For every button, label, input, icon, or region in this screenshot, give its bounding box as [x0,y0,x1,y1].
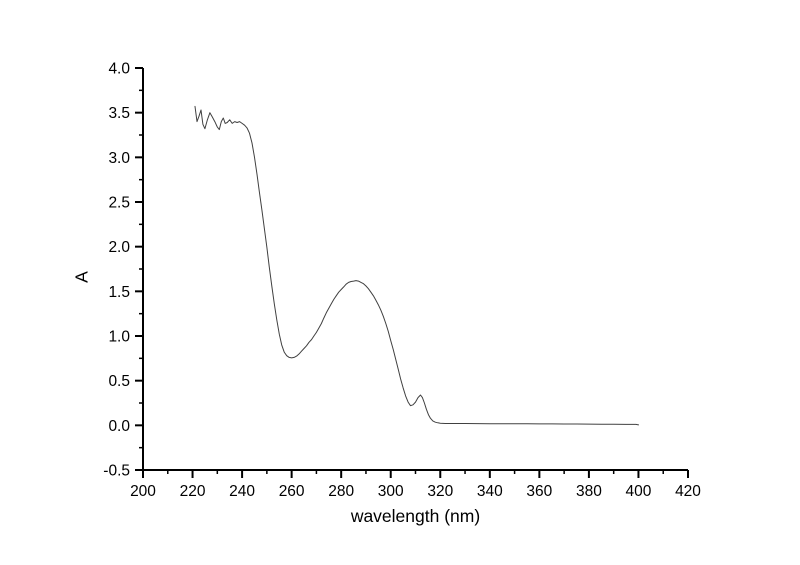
tick-labels: 200 220 240 260 280 300 320 340 360 380 400 420 -0.5… [103,61,701,501]
x-axis-title: wavelength (nm) [350,506,481,526]
y-tick-label: 3.5 [108,105,130,122]
x-tick-label: 340 [477,483,503,500]
x-tick-label: 260 [279,483,305,500]
x-tick-label: 400 [626,483,652,500]
x-tick-label: 360 [526,483,552,500]
x-tick-label: 280 [328,483,354,500]
y-tick-label: 1.5 [108,284,130,301]
y-tick-label: 2.0 [108,239,130,256]
y-axis-title: A [71,271,92,283]
y-tick-label: 0.5 [108,373,130,390]
y-tick-label: 3.0 [108,150,130,167]
x-tick-label: 420 [675,483,701,500]
spectrum-line [194,105,639,426]
x-tick-label: 320 [427,483,453,500]
y-tick-label: 4.0 [108,61,130,78]
x-tick-label: 380 [576,483,602,500]
tick-marks [135,67,689,478]
x-tick-label: 220 [180,483,206,500]
absorbance-curve [194,105,639,426]
y-tick-label: 2.5 [108,195,130,212]
x-tick-label: 240 [229,483,255,500]
y-tick-label: 1.0 [108,329,130,346]
x-tick-label: 300 [378,483,404,500]
y-tick-label: 0.0 [108,418,130,435]
x-tick-label: 200 [130,483,156,500]
y-tick-label: -0.5 [103,463,130,480]
axes [142,68,688,471]
